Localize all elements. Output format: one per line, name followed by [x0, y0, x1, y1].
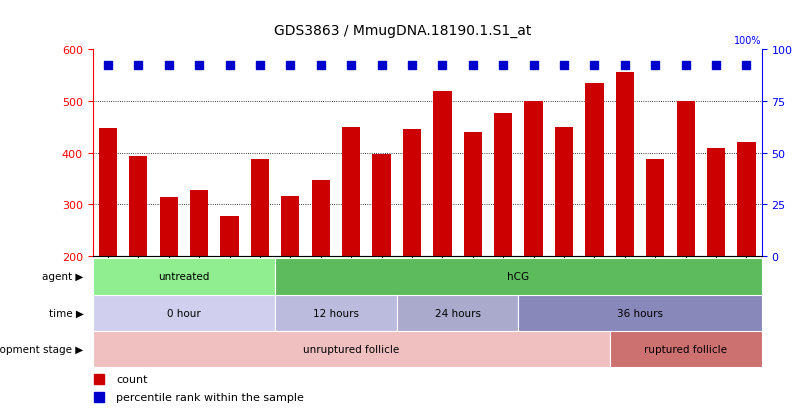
Text: GDS3863 / MmugDNA.18190.1.S1_at: GDS3863 / MmugDNA.18190.1.S1_at: [274, 24, 532, 38]
Text: count: count: [116, 374, 147, 384]
Bar: [616, 73, 634, 256]
Bar: [275, 295, 397, 331]
Bar: [93, 295, 275, 331]
Bar: [585, 84, 604, 256]
Text: percentile rank within the sample: percentile rank within the sample: [116, 392, 304, 402]
Bar: [190, 190, 208, 256]
Bar: [525, 102, 542, 256]
Text: agent ▶: agent ▶: [42, 272, 84, 282]
Bar: [342, 128, 360, 256]
Bar: [372, 155, 391, 256]
Text: 100%: 100%: [734, 36, 762, 46]
Text: development stage ▶: development stage ▶: [0, 344, 84, 354]
Text: 24 hours: 24 hours: [434, 308, 480, 318]
Text: 0 hour: 0 hour: [167, 308, 201, 318]
Bar: [93, 259, 275, 295]
Bar: [93, 331, 609, 368]
Text: 36 hours: 36 hours: [617, 308, 663, 318]
Bar: [220, 216, 239, 256]
Text: hCG: hCG: [507, 272, 530, 282]
Bar: [99, 129, 117, 256]
Bar: [737, 142, 755, 256]
Text: unruptured follicle: unruptured follicle: [303, 344, 399, 354]
Bar: [312, 180, 330, 256]
Bar: [463, 133, 482, 256]
Bar: [707, 149, 725, 256]
Bar: [403, 130, 421, 256]
Bar: [281, 196, 300, 256]
Bar: [251, 159, 269, 256]
Bar: [160, 197, 178, 256]
Bar: [129, 157, 147, 256]
Text: untreated: untreated: [158, 272, 210, 282]
Bar: [518, 295, 762, 331]
Bar: [494, 114, 513, 256]
Text: ruptured follicle: ruptured follicle: [644, 344, 727, 354]
Bar: [646, 159, 664, 256]
Bar: [275, 259, 762, 295]
Text: time ▶: time ▶: [48, 308, 84, 318]
Bar: [434, 92, 451, 256]
Text: 12 hours: 12 hours: [313, 308, 359, 318]
Bar: [555, 128, 573, 256]
Bar: [676, 102, 695, 256]
Bar: [397, 295, 518, 331]
Bar: [609, 331, 762, 368]
